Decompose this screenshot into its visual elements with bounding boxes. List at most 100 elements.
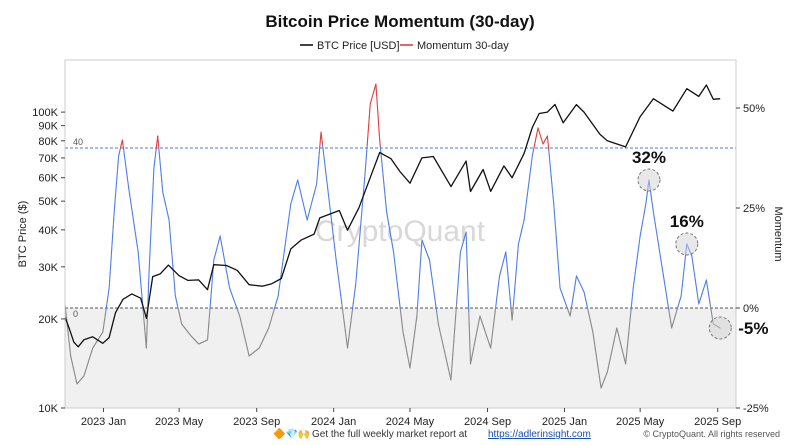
footer-link[interactable]: https://adlerinsight.com <box>488 429 591 440</box>
footer-emoji: 🔶💎🙌 <box>273 427 310 440</box>
momentum-segment <box>584 295 587 301</box>
momentum-segment <box>572 295 574 301</box>
momentum-segment <box>159 157 161 165</box>
momentum-segment <box>586 303 589 309</box>
momentum-segment <box>335 259 338 270</box>
y-left-tick-label: 80K <box>38 136 58 148</box>
momentum-segment <box>418 269 421 279</box>
momentum-segment <box>388 223 390 229</box>
momentum-segment <box>476 325 479 331</box>
momentum-segment <box>161 180 163 187</box>
momentum-segment <box>390 235 393 241</box>
momentum-segment <box>268 324 271 329</box>
momentum-segment <box>139 270 142 282</box>
momentum-segment <box>680 290 683 297</box>
momentum-segment <box>269 321 272 326</box>
momentum-segment <box>243 335 246 341</box>
momentum-segment <box>283 240 287 251</box>
momentum-segment <box>681 285 683 292</box>
momentum-segment <box>388 227 391 233</box>
momentum-segment <box>558 279 561 289</box>
momentum-segment <box>512 304 514 313</box>
momentum-segment <box>676 305 679 310</box>
y-axis-left-title: BTC Price ($) <box>17 201 29 268</box>
momentum-segment <box>555 237 558 247</box>
annotation-circle <box>708 316 732 340</box>
momentum-segment <box>111 241 113 251</box>
momentum-segment <box>137 251 140 263</box>
momentum-segment <box>246 347 249 353</box>
zero-label: 0 <box>73 309 78 319</box>
momentum-segment <box>104 313 106 320</box>
momentum-segment <box>310 201 313 207</box>
momentum-segment <box>433 291 436 299</box>
momentum-segment <box>383 189 386 199</box>
momentum-segment <box>130 200 133 208</box>
momentum-segment <box>610 349 613 355</box>
momentum-segment <box>403 335 405 340</box>
momentum-segment <box>607 362 610 369</box>
legend: BTC Price [USD] Momentum 30-day <box>300 40 509 52</box>
momentum-segment <box>112 226 114 236</box>
momentum-segment <box>571 299 574 305</box>
momentum-segment <box>586 307 589 313</box>
momentum-segment <box>659 256 662 263</box>
momentum-segment <box>429 265 432 274</box>
y-left-tick-label: 70K <box>38 153 58 165</box>
momentum-segment <box>307 212 310 217</box>
momentum-segment <box>143 318 146 330</box>
momentum-segment <box>168 219 171 229</box>
momentum-segment <box>706 283 709 290</box>
momentum-segment <box>629 310 632 319</box>
momentum-segment <box>668 309 671 317</box>
y-left-tick-label: 50K <box>38 196 58 208</box>
momentum-segment <box>112 219 115 228</box>
momentum-segment <box>669 315 672 323</box>
momentum-segment <box>672 321 675 326</box>
momentum-segment <box>226 271 229 279</box>
momentum-segment <box>507 278 510 287</box>
momentum-segment <box>368 117 370 125</box>
momentum-segment <box>106 296 109 302</box>
momentum-segment <box>140 280 142 291</box>
momentum-segment <box>124 163 127 170</box>
momentum-segment <box>557 262 560 272</box>
momentum-segment <box>515 258 518 268</box>
annotation-circle <box>637 168 661 192</box>
momentum-segment <box>510 305 513 314</box>
momentum-segment <box>383 182 386 191</box>
momentum-segment <box>570 303 573 309</box>
momentum-segment <box>68 339 71 347</box>
momentum-segment <box>515 266 518 275</box>
momentum-segment <box>337 277 341 287</box>
momentum-segment <box>517 243 519 253</box>
momentum-segment <box>148 264 150 277</box>
momentum-segment <box>595 353 598 361</box>
momentum-segment <box>514 281 516 291</box>
momentum-segment <box>355 272 358 285</box>
momentum-segment <box>416 307 418 317</box>
momentum-segment <box>390 239 393 245</box>
momentum-segment <box>351 309 354 317</box>
momentum-segment <box>693 269 696 276</box>
momentum-segment <box>656 233 659 241</box>
momentum-segment <box>490 340 493 349</box>
momentum-segment <box>353 289 356 298</box>
momentum-segment <box>627 333 630 342</box>
x-tick-label: 2025 May <box>616 416 665 428</box>
momentum-segment <box>664 285 667 293</box>
momentum-segment <box>367 123 370 132</box>
momentum-segment <box>457 277 460 291</box>
momentum-segment <box>494 304 497 313</box>
momentum-segment <box>406 353 409 358</box>
momentum-segment <box>169 227 171 236</box>
momentum-segment <box>694 274 696 281</box>
momentum-segment <box>126 177 129 184</box>
momentum-segment <box>623 356 626 361</box>
momentum-segment <box>173 280 176 289</box>
momentum-segment <box>662 273 665 281</box>
annotation-label: 16% <box>670 212 704 231</box>
momentum-segment <box>694 279 697 286</box>
momentum-segment <box>552 196 555 205</box>
momentum-segment <box>393 251 396 261</box>
